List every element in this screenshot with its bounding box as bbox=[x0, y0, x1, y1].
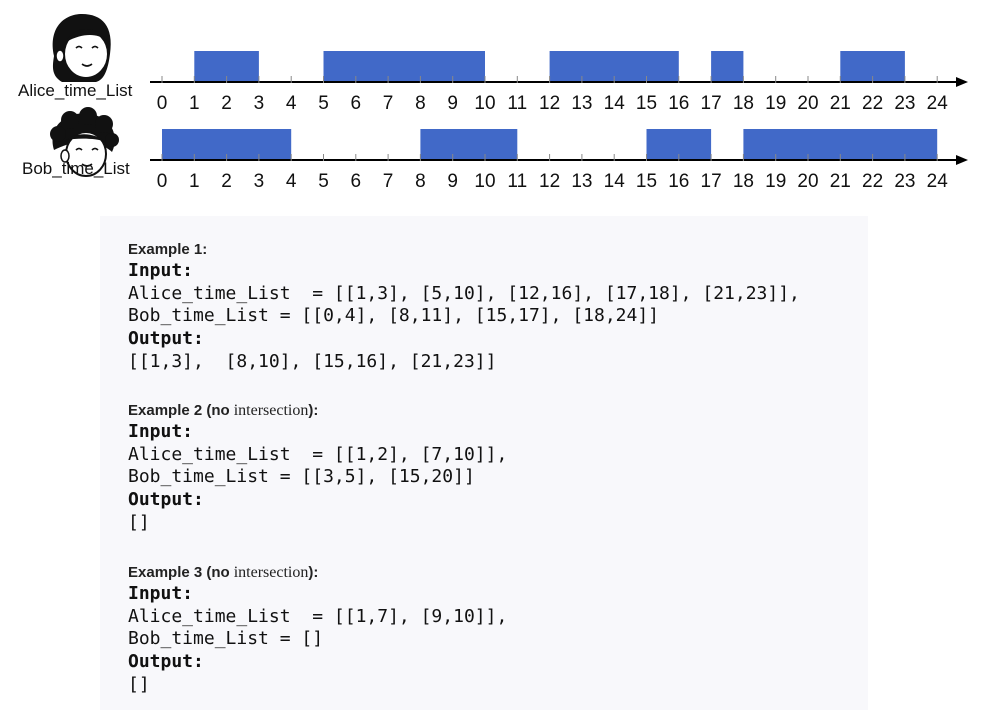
bob-input-line: Bob_time_List = [] bbox=[128, 628, 324, 650]
tick-label: 7 bbox=[383, 93, 394, 114]
alice-input-line: Alice_time_List = [[1,7], [9,10]], bbox=[128, 605, 508, 627]
tick-label: 8 bbox=[415, 93, 426, 114]
output-value: [] bbox=[128, 673, 150, 695]
tick-label: 23 bbox=[894, 93, 915, 114]
tick-label: 14 bbox=[604, 171, 626, 192]
tick-label: 15 bbox=[636, 171, 657, 192]
girl-avatar-icon bbox=[52, 14, 111, 82]
output-value: [] bbox=[128, 511, 150, 533]
tick-label: 11 bbox=[507, 93, 527, 114]
example-title: Example 2 (no intersection): bbox=[128, 402, 319, 419]
tick-label: 16 bbox=[668, 93, 689, 114]
tick-label: 19 bbox=[765, 171, 786, 192]
interval-bar bbox=[323, 51, 485, 82]
input-label: Input: bbox=[128, 421, 194, 442]
tick-label: 18 bbox=[733, 93, 754, 114]
tick-label: 2 bbox=[221, 93, 232, 114]
tick-label: 7 bbox=[383, 171, 394, 192]
tick-label: 19 bbox=[765, 93, 786, 114]
boy-avatar-icon bbox=[50, 107, 119, 177]
tick-label: 4 bbox=[286, 171, 297, 192]
examples-panel: Example 1: Input: Alice_time_List = [[1,… bbox=[100, 216, 868, 710]
input-label: Input: bbox=[128, 583, 194, 604]
tick-label: 21 bbox=[830, 93, 851, 114]
tick-label: 24 bbox=[927, 171, 949, 192]
tick-label: 17 bbox=[701, 171, 722, 192]
axis-arrow-icon bbox=[956, 155, 968, 165]
tick-label: 5 bbox=[318, 93, 329, 114]
tick-label: 6 bbox=[351, 171, 362, 192]
timeline-row: 0 1 2 3 4 5 6 7 8 9 10 11 12 13 14 15 16 17 18 19 20 21 22 23 24… bbox=[22, 129, 968, 192]
row-label: Bob_time_List bbox=[22, 159, 130, 178]
tick-label: 11 bbox=[507, 171, 527, 192]
alice-input-line: Alice_time_List = [[1,3], [5,10], [12,16… bbox=[128, 282, 800, 304]
tick-label: 4 bbox=[286, 93, 297, 114]
tick-label: 3 bbox=[254, 171, 265, 192]
timeline-diagram: 0 1 2 3 4 5 6 7 8 9 10 11 12 13 14 15 16 17 18 19 20 21 22 23 24… bbox=[18, 14, 968, 192]
output-label: Output: bbox=[128, 328, 204, 350]
tick-label: 22 bbox=[862, 93, 883, 114]
tick-label: 15 bbox=[636, 93, 657, 114]
tick-label: 9 bbox=[447, 93, 458, 114]
tick-label: 23 bbox=[894, 171, 915, 192]
tick-label: 13 bbox=[571, 93, 592, 114]
tick-label: 24 bbox=[927, 93, 949, 114]
tick-label: 12 bbox=[539, 93, 560, 114]
axis-arrow-icon bbox=[956, 77, 968, 87]
example-2: Example 2 (no intersection): Input: Alic… bbox=[128, 401, 507, 534]
output-label: Output: bbox=[128, 651, 204, 673]
tick-label: 2 bbox=[221, 171, 232, 192]
tick-label: 14 bbox=[604, 93, 626, 114]
row-label: Alice_time_List bbox=[18, 81, 133, 100]
tick-label: 20 bbox=[797, 171, 818, 192]
example-3: Example 3 (no intersection): Input: Alic… bbox=[128, 563, 507, 696]
example-title: Example 1: bbox=[128, 241, 208, 258]
tick-label: 13 bbox=[571, 171, 592, 192]
tick-label: 9 bbox=[447, 171, 458, 192]
example-1: Example 1: Input: Alice_time_List = [[1,… bbox=[128, 240, 800, 373]
tick-label: 1 bbox=[189, 93, 200, 114]
tick-label: 1 bbox=[189, 171, 200, 192]
tick-label: 22 bbox=[862, 171, 883, 192]
output-label: Output: bbox=[128, 489, 204, 511]
output-value: [[1,3], [8,10], [15,16], [21,23]] bbox=[128, 350, 497, 372]
timeline-row: 0 1 2 3 4 5 6 7 8 9 10 11 12 13 14 15 16 17 18 19 20 21 22 23 24… bbox=[18, 51, 968, 114]
alice-input-line: Alice_time_List = [[1,2], [7,10]], bbox=[128, 443, 508, 465]
tick-label: 18 bbox=[733, 171, 754, 192]
tick-label: 10 bbox=[474, 93, 495, 114]
tick-label: 0 bbox=[157, 93, 168, 114]
tick-label: 3 bbox=[254, 93, 265, 114]
tick-label: 12 bbox=[539, 171, 560, 192]
tick-label: 8 bbox=[415, 171, 426, 192]
tick-label: 17 bbox=[701, 93, 722, 114]
interval-bar bbox=[711, 51, 744, 82]
tick-label: 16 bbox=[668, 171, 689, 192]
interval-bar bbox=[420, 129, 518, 160]
input-label: Input: bbox=[128, 260, 194, 281]
tick-label: 6 bbox=[351, 93, 362, 114]
tick-label: 0 bbox=[157, 171, 168, 192]
example-title: Example 3 (no intersection): bbox=[128, 564, 319, 581]
tick-label: 5 bbox=[318, 171, 329, 192]
bob-input-line: Bob_time_List = [[0,4], [8,11], [15,17],… bbox=[128, 305, 660, 327]
bob-input-line: Bob_time_List = [[3,5], [15,20]] bbox=[128, 466, 475, 488]
tick-label: 21 bbox=[830, 171, 851, 192]
tick-label: 10 bbox=[474, 171, 495, 192]
tick-label: 20 bbox=[797, 93, 818, 114]
